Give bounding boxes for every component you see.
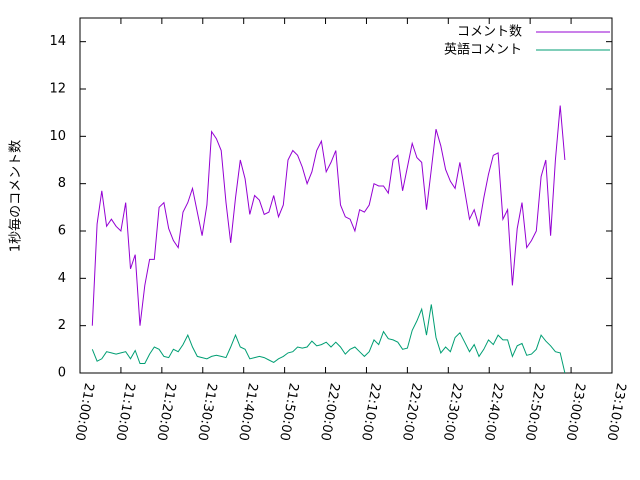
x-tick-label: 21:10:00 (112, 382, 137, 442)
y-tick-label: 6 (58, 224, 66, 239)
x-tick-label: 21:20:00 (153, 382, 178, 442)
y-tick-label: 8 (58, 176, 66, 191)
y-axis-label: 1秒毎のコメント数 (8, 140, 24, 252)
y-tick-label: 2 (58, 318, 66, 333)
x-tick-label: 21:30:00 (194, 382, 219, 442)
y-tick-label: 10 (49, 129, 66, 144)
y-tick-label: 4 (58, 271, 66, 286)
x-tick-label: 22:00:00 (317, 382, 342, 442)
legend-label: 英語コメント (444, 42, 522, 58)
legend-label: コメント数 (457, 25, 522, 40)
x-tick-label: 21:40:00 (235, 382, 260, 442)
x-tick-label: 23:00:00 (563, 382, 588, 442)
x-tick-label: 22:50:00 (522, 382, 547, 442)
x-tick-label: 21:00:00 (71, 382, 96, 442)
x-tick-label: 22:20:00 (399, 382, 424, 442)
x-tick-label: 22:10:00 (358, 382, 383, 442)
x-tick-label: 21:50:00 (276, 382, 301, 442)
y-tick-label: 0 (58, 366, 66, 381)
y-tick-label: 14 (49, 34, 66, 49)
y-tick-label: 12 (49, 82, 66, 97)
x-tick-label: 23:10:00 (603, 382, 628, 442)
series-line (91, 105, 566, 326)
x-tick-label: 22:30:00 (440, 382, 465, 442)
plot-border (79, 17, 613, 374)
series-line (91, 304, 566, 374)
x-tick-label: 22:40:00 (481, 382, 506, 442)
